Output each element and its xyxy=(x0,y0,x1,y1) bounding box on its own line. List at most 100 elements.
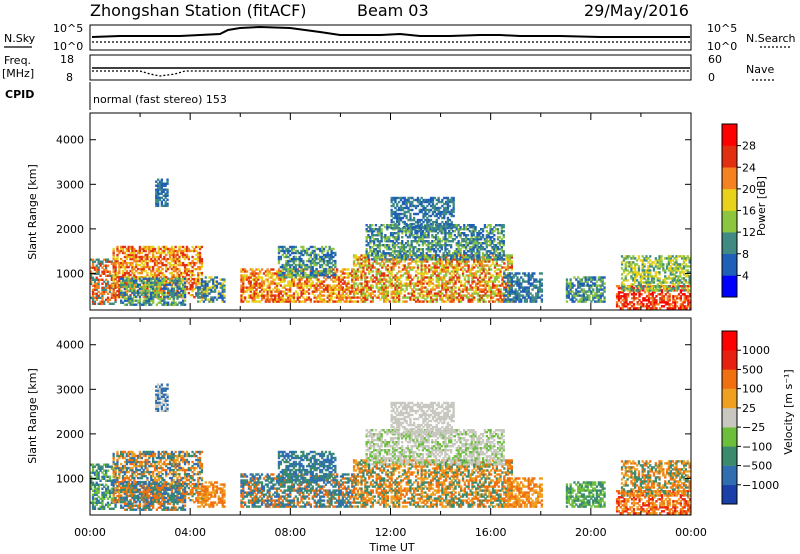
range-cell xyxy=(369,246,372,249)
range-cell xyxy=(123,261,127,265)
range-cell xyxy=(142,247,145,251)
range-cell xyxy=(411,258,414,261)
range-cell xyxy=(466,244,470,247)
range-cell xyxy=(569,286,572,289)
range-cell xyxy=(456,262,459,265)
range-cell xyxy=(313,253,316,257)
range-cell xyxy=(439,268,442,271)
range-cell xyxy=(187,277,190,281)
range-cell xyxy=(161,283,164,286)
range-cell xyxy=(281,245,284,249)
range-cell xyxy=(352,292,356,295)
range-cell xyxy=(268,276,271,279)
range-cell xyxy=(489,232,492,235)
range-cell xyxy=(347,274,350,277)
range-cell xyxy=(446,196,450,200)
range-cell xyxy=(471,296,474,299)
range-cell xyxy=(195,245,198,249)
range-cell xyxy=(146,297,149,300)
range-cell xyxy=(503,262,506,265)
range-cell xyxy=(167,257,170,261)
range-cell xyxy=(450,292,453,295)
range-cell xyxy=(422,260,425,263)
range-cell xyxy=(341,292,344,295)
range-cell xyxy=(412,240,415,243)
range-cell xyxy=(435,226,438,230)
range-cell xyxy=(366,298,369,301)
range-cell xyxy=(458,278,461,281)
range-cell xyxy=(189,275,192,279)
range-cell xyxy=(131,261,134,265)
range-cell xyxy=(187,269,190,273)
range-cell xyxy=(366,288,369,291)
range-cell xyxy=(386,252,389,255)
range-cell xyxy=(439,206,442,210)
range-cell xyxy=(161,261,164,265)
freq-tick-high: 18 xyxy=(60,53,74,66)
range-cell xyxy=(185,269,189,273)
range-cell xyxy=(478,282,482,285)
range-cell xyxy=(244,274,247,277)
range-cell xyxy=(204,294,207,297)
range-cell xyxy=(408,228,411,231)
range-cell xyxy=(410,230,413,233)
range-cell xyxy=(460,298,463,301)
range-cell xyxy=(324,263,328,267)
range-cell xyxy=(337,280,341,283)
range-cell xyxy=(465,240,468,243)
range-cell xyxy=(279,280,282,283)
range-cell xyxy=(180,279,183,283)
range-cell xyxy=(319,273,322,277)
range-cell xyxy=(478,238,481,241)
range-cell xyxy=(95,266,98,269)
range-cell xyxy=(291,296,294,299)
range-cell xyxy=(405,284,408,287)
range-cell xyxy=(366,266,369,269)
range-cell xyxy=(277,290,281,293)
range-cell xyxy=(388,284,391,287)
range-cell xyxy=(354,254,358,257)
range-cell xyxy=(520,298,523,301)
range-cell xyxy=(422,282,425,285)
range-cell xyxy=(468,248,472,251)
range-cell xyxy=(180,245,183,249)
range-cell xyxy=(112,283,115,287)
range-cell xyxy=(319,290,322,293)
range-cell xyxy=(493,226,496,229)
range-cell xyxy=(452,214,455,218)
range-cell xyxy=(240,280,243,283)
range-cell xyxy=(441,282,444,285)
range-cell xyxy=(191,271,194,275)
range-cell xyxy=(358,288,361,291)
range-cell xyxy=(531,298,534,301)
range-cell xyxy=(183,257,187,261)
range-cell xyxy=(337,290,341,293)
range-cell xyxy=(527,294,530,297)
range-cell xyxy=(428,200,431,204)
range-cell xyxy=(289,267,292,271)
range-cell xyxy=(484,282,487,285)
range-cell xyxy=(411,298,414,301)
range-cell xyxy=(165,279,168,283)
range-cell xyxy=(384,274,388,277)
range-cell xyxy=(381,260,384,263)
range-cell xyxy=(260,268,264,271)
range-cell xyxy=(428,224,431,228)
range-cell xyxy=(300,251,303,255)
range-cell xyxy=(131,245,134,249)
range-cell xyxy=(405,206,408,210)
range-cell xyxy=(168,247,172,251)
range-cell xyxy=(167,267,170,271)
range-cell xyxy=(287,269,290,273)
range-cell xyxy=(428,276,431,279)
range-cell xyxy=(268,300,271,303)
range-cell xyxy=(506,260,510,263)
range-cell xyxy=(531,288,534,291)
range-cell xyxy=(426,222,429,226)
range-cell xyxy=(217,292,220,295)
range-cell xyxy=(460,266,463,269)
range-cell xyxy=(165,287,168,290)
range-cell xyxy=(242,276,245,279)
range-cell xyxy=(364,286,367,289)
range-cell xyxy=(443,224,446,228)
